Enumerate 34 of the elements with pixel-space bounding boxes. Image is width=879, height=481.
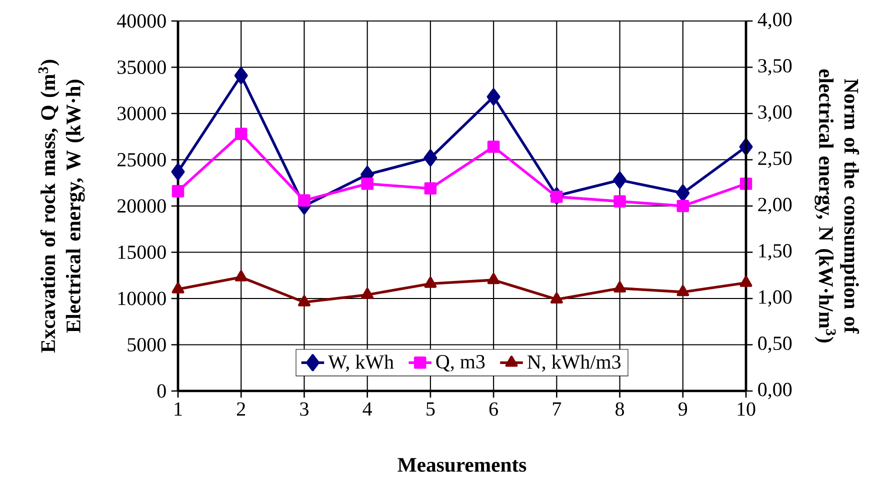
- y2-tick-label: 3,50: [758, 59, 792, 76]
- y2-tick-label: 0,00: [758, 382, 792, 400]
- legend-label: Q, m3: [436, 355, 485, 372]
- y-tick-label: 35000: [118, 60, 166, 74]
- y2-tick-label: 0,50: [758, 336, 792, 353]
- y-axis-title: Excavation of rock mass, Q (m$^{3}$) Electrical energy, W (kW·h): [38, 60, 85, 353]
- x-tick-label: 5: [426, 402, 435, 416]
- x-tick-label: 3: [300, 402, 308, 416]
- x-tick-label: 7: [552, 402, 562, 416]
- y2-tick-label: 1,00: [759, 290, 792, 307]
- y2-tick-label: 4,00: [758, 12, 792, 30]
- y2-tick-label: 1,50: [759, 244, 792, 260]
- y2-axis-title: Norm of the consumption of electrical energy, N (kW·h/m$^{3}$): [814, 69, 860, 342]
- x-axis-title: Measurements: [398, 458, 526, 472]
- y-tick-label: 10000: [118, 292, 166, 306]
- y2-tick-label: 3,00: [758, 105, 792, 122]
- y2-tick-label: 2,00: [758, 198, 792, 214]
- y-tick-label: 15000: [118, 245, 166, 259]
- legend-label: N, kWh/m3: [527, 354, 621, 372]
- y-tick-label: 30000: [118, 106, 166, 120]
- y-tick-label: 40000: [117, 14, 166, 28]
- x-tick-label: 9: [678, 402, 688, 416]
- x-tick-label: 10: [738, 402, 756, 416]
- y-tick-label: 0: [157, 384, 166, 398]
- y-tick-label: 25000: [118, 153, 166, 166]
- x-tick-label: 1: [174, 402, 182, 416]
- legend-label: W, kWh: [328, 354, 394, 372]
- x-tick-label: 4: [362, 402, 372, 416]
- x-tick-label: 6: [489, 402, 498, 416]
- y-tick-label: 20000: [118, 199, 166, 213]
- y-tick-label: 5000: [128, 338, 166, 352]
- y2-tick-label: 2,50: [758, 152, 792, 168]
- x-tick-label: 8: [616, 402, 624, 416]
- x-tick-label: 2: [236, 402, 245, 416]
